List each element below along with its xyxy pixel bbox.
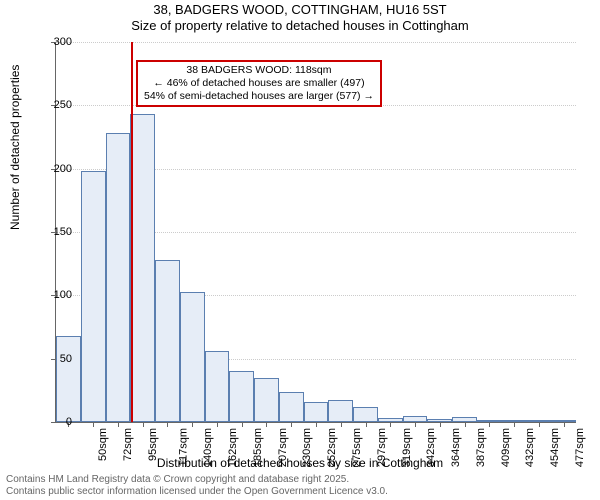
histogram-bar <box>229 371 254 422</box>
xtick-label: 50sqm <box>97 428 109 461</box>
annotation-callout: 38 BADGERS WOOD: 118sqm← 46% of detached… <box>136 60 382 107</box>
chart-container: 38, BADGERS WOOD, COTTINGHAM, HU16 5ST S… <box>0 0 600 500</box>
xtick-label: 454sqm <box>549 428 561 467</box>
histogram-bar <box>205 351 230 422</box>
footer-line-1: Contains HM Land Registry data © Crown c… <box>6 474 388 486</box>
ytick-label: 250 <box>32 99 72 111</box>
xtick-mark <box>167 422 168 427</box>
histogram-bar <box>106 133 131 422</box>
histogram-bar <box>254 378 279 422</box>
xtick-mark <box>440 422 441 427</box>
xtick-label: 387sqm <box>475 428 487 467</box>
footer-attribution: Contains HM Land Registry data © Crown c… <box>6 474 388 498</box>
ytick-label: 50 <box>32 353 72 365</box>
xtick-mark <box>291 422 292 427</box>
xtick-label: 207sqm <box>277 428 289 467</box>
annotation-line: 54% of semi-detached houses are larger (… <box>144 90 374 103</box>
histogram-bar <box>81 171 106 422</box>
xtick-label: 319sqm <box>401 428 413 467</box>
reference-line <box>131 42 133 422</box>
xtick-mark <box>143 422 144 427</box>
histogram-bar <box>155 260 180 422</box>
title-block: 38, BADGERS WOOD, COTTINGHAM, HU16 5ST S… <box>0 2 600 33</box>
xtick-label: 185sqm <box>252 428 264 467</box>
annotation-line: ← 46% of detached houses are smaller (49… <box>144 77 374 90</box>
histogram-bar <box>180 292 205 422</box>
xtick-label: 162sqm <box>227 428 239 467</box>
xtick-mark <box>390 422 391 427</box>
xtick-label: 117sqm <box>177 428 189 466</box>
xtick-mark <box>316 422 317 427</box>
xtick-mark <box>266 422 267 427</box>
ytick-label: 100 <box>32 289 72 301</box>
xtick-label: 432sqm <box>524 428 536 467</box>
xtick-mark <box>118 422 119 427</box>
xtick-mark <box>465 422 466 427</box>
xtick-mark <box>564 422 565 427</box>
xtick-mark <box>539 422 540 427</box>
xtick-mark <box>242 422 243 427</box>
xtick-label: 477sqm <box>574 428 586 467</box>
histogram-bar <box>328 400 353 422</box>
xtick-label: 95sqm <box>147 428 159 461</box>
histogram-bar <box>279 392 304 422</box>
plot-area: 38 BADGERS WOOD: 118sqm← 46% of detached… <box>55 42 576 423</box>
xtick-label: 140sqm <box>203 428 215 467</box>
xtick-label: 342sqm <box>425 428 437 467</box>
ytick-label: 200 <box>32 163 72 175</box>
footer-line-2: Contains public sector information licen… <box>6 486 388 498</box>
histogram-bar <box>56 336 81 422</box>
histogram-bar <box>130 114 155 422</box>
xtick-label: 297sqm <box>376 428 388 467</box>
gridline <box>56 42 576 43</box>
xtick-mark <box>366 422 367 427</box>
ytick-label: 300 <box>32 36 72 48</box>
ytick-label: 150 <box>32 226 72 238</box>
xtick-mark <box>341 422 342 427</box>
xtick-mark <box>93 422 94 427</box>
histogram-bar <box>353 407 378 422</box>
xtick-label: 252sqm <box>326 428 338 467</box>
xtick-mark <box>415 422 416 427</box>
xtick-label: 72sqm <box>122 428 134 461</box>
xtick-label: 364sqm <box>450 428 462 467</box>
ytick-label: 0 <box>32 416 72 428</box>
xtick-mark <box>192 422 193 427</box>
xtick-label: 230sqm <box>302 428 314 467</box>
xtick-label: 275sqm <box>351 428 363 467</box>
chart-title: 38, BADGERS WOOD, COTTINGHAM, HU16 5ST <box>0 2 600 18</box>
y-axis-label: Number of detached properties <box>8 65 22 230</box>
histogram-bar <box>304 402 329 422</box>
xtick-label: 409sqm <box>500 428 512 467</box>
xtick-mark <box>514 422 515 427</box>
xtick-mark <box>489 422 490 427</box>
annotation-line: 38 BADGERS WOOD: 118sqm <box>144 64 374 77</box>
xtick-mark <box>217 422 218 427</box>
chart-subtitle: Size of property relative to detached ho… <box>0 18 600 34</box>
